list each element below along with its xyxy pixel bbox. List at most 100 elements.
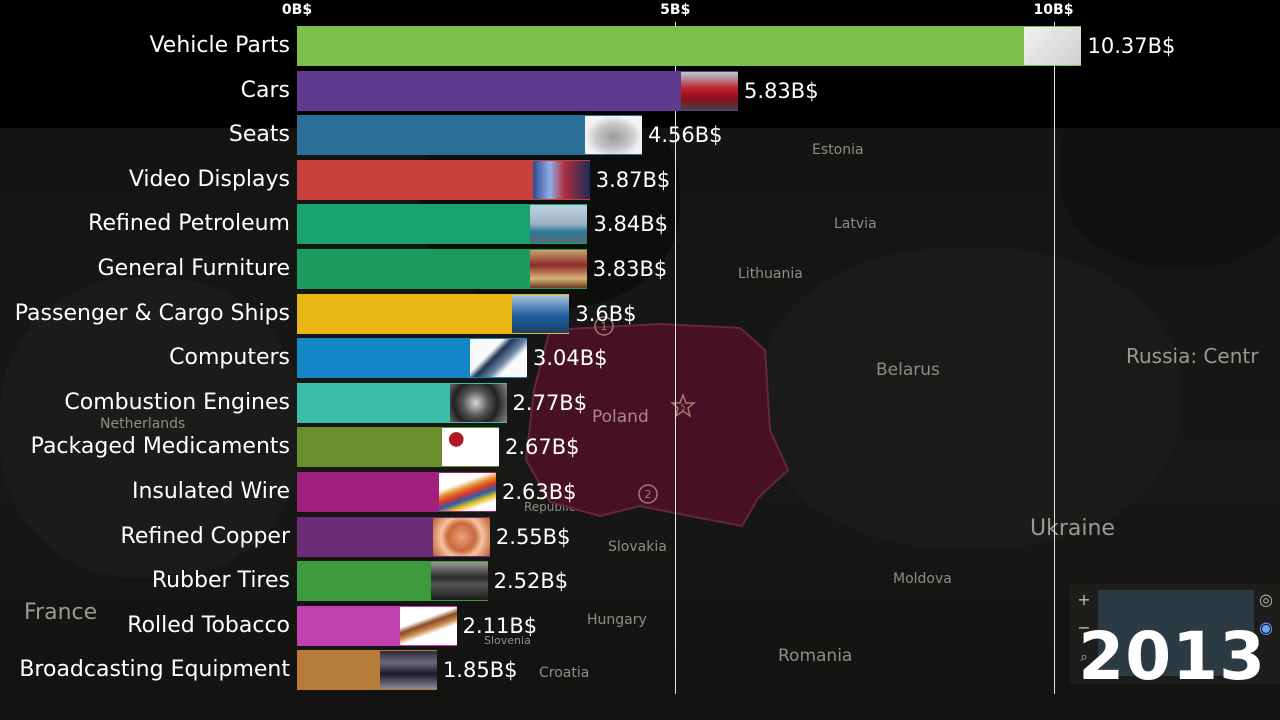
gridline: [1053, 22, 1055, 694]
sea-area: [1060, 128, 1280, 268]
bar-row: Packaged Medicaments 2.67B$: [0, 427, 1280, 468]
map-label-latvia: Latvia: [834, 216, 877, 232]
bar-row: Cars 5.83B$: [0, 70, 1280, 111]
red-car-icon: [681, 71, 739, 110]
laptop-icon: [469, 339, 527, 378]
value-label: 3.6B$: [575, 301, 637, 326]
bar-row: Insulated Wire 2.63B$: [0, 472, 1280, 512]
poland-highlight: [524, 322, 790, 528]
value-label: 1.85B$: [442, 658, 518, 683]
bar-row: Rubber Tires 2.52B$: [0, 561, 1280, 602]
value-label: 2.55B$: [495, 524, 571, 549]
map-label-romania: Romania: [778, 646, 853, 666]
bar-row: Refined Copper 2.55B$: [0, 516, 1280, 557]
map-label-moldova: Moldova: [893, 571, 952, 587]
land-mass: [760, 248, 1180, 548]
bar: [297, 115, 642, 156]
category-label: Refined Petroleum: [88, 211, 290, 237]
ship-icon: [512, 294, 570, 333]
category-label: General Furniture: [97, 256, 290, 281]
x-tick-label: 10B$: [1033, 2, 1074, 18]
svg-text:5: 5: [680, 403, 685, 412]
category-label: Video Displays: [128, 166, 290, 192]
wire-icon: [438, 473, 496, 511]
furniture-icon: [529, 250, 587, 288]
pills-icon: [441, 428, 499, 467]
engine-icon: [449, 383, 507, 422]
map-label-estonia: Estonia: [812, 142, 864, 158]
value-label: 5.83B$: [744, 78, 819, 103]
bar-row: Seats 4.56B$: [0, 115, 1280, 156]
layers-icon[interactable]: ◉: [1259, 618, 1273, 637]
value-label: 2.63B$: [501, 480, 577, 504]
minimap[interactable]: [1098, 590, 1254, 676]
category-label: Passenger & Cargo Ships: [14, 300, 290, 326]
svg-text:1: 1: [601, 320, 608, 333]
category-label: Refined Copper: [120, 523, 290, 549]
map-label-russia: Russia: Centr: [1126, 344, 1259, 368]
magnifier-icon[interactable]: ⌕: [1080, 650, 1088, 665]
map-label-croatia: Croatia: [539, 665, 590, 681]
x-tick-label: 5B$: [660, 2, 691, 18]
gridline: [675, 22, 677, 694]
land-mass: [0, 278, 300, 578]
category-label: Packaged Medicaments: [30, 434, 290, 460]
value-label: 3.87B$: [595, 167, 671, 192]
bar-row: Rolled Tobacco 2.11B$: [0, 605, 1280, 646]
bar-row: Passenger & Cargo Ships 3.6B$: [0, 293, 1280, 334]
bar: [297, 26, 1082, 66]
capital-star-icon: 5: [670, 393, 696, 418]
category-label: Computers: [169, 345, 290, 371]
locate-icon[interactable]: ◎: [1259, 590, 1273, 609]
bar-row: Refined Petroleum 3.84B$: [0, 204, 1280, 245]
category-label: Rubber Tires: [151, 568, 290, 594]
map-label-poland: Poland: [592, 407, 649, 427]
map-label-slovakia: Slovakia: [608, 539, 667, 555]
category-label: Insulated Wire: [131, 479, 290, 504]
map-label-hungary: Hungary: [587, 612, 647, 628]
category-label: Broadcasting Equipment: [19, 657, 290, 683]
map-label-lithuania: Lithuania: [738, 266, 803, 282]
bar-row: Vehicle Parts 10.37B$: [0, 26, 1280, 66]
category-label: Seats: [228, 122, 290, 148]
value-label: 3.84B$: [593, 212, 669, 237]
map-marker-icon: 1: [594, 316, 614, 336]
car-body-diagram-icon: [1024, 27, 1082, 65]
bar-row: Computers 3.04B$: [0, 338, 1280, 379]
map-controls: + − ⌕ ◎ ◉: [1070, 584, 1280, 684]
car-seat-icon: [584, 116, 642, 155]
zoom-in-button[interactable]: +: [1077, 590, 1091, 609]
map-label-belarus: Belarus: [876, 360, 940, 380]
bar-row: General Furniture 3.83B$: [0, 249, 1280, 289]
category-label: Combustion Engines: [64, 389, 290, 415]
category-label: Vehicle Parts: [149, 33, 290, 58]
refinery-icon: [530, 205, 588, 244]
background-map: Estonia Latvia Lithuania Belarus Russia:…: [0, 128, 1280, 720]
year-label: 2013: [1078, 618, 1266, 695]
map-marker-icon: 2: [638, 484, 658, 504]
map-label-ukraine: Ukraine: [1030, 516, 1115, 541]
bar-row: Combustion Engines 2.77B$: [0, 382, 1280, 423]
screens-icon: [532, 160, 590, 199]
value-label: 10.37B$: [1087, 34, 1176, 58]
map-label-netherlands: Netherlands: [100, 416, 186, 432]
map-label-slovenia: Slovenia: [484, 634, 531, 647]
broadcast-rack-icon: [379, 651, 437, 690]
cigar-icon: [399, 606, 457, 645]
value-label: 3.83B$: [592, 257, 668, 281]
category-label: Rolled Tobacco: [127, 612, 290, 638]
x-tick-label: 0B$: [281, 2, 313, 18]
value-label: 4.56B$: [647, 123, 723, 148]
svg-text:2: 2: [645, 488, 652, 501]
zoom-out-button[interactable]: −: [1077, 618, 1091, 637]
category-label: Cars: [240, 77, 290, 103]
value-label: 2.52B$: [493, 569, 569, 594]
map-label-france: France: [24, 600, 98, 625]
value-label: 3.04B$: [532, 346, 608, 371]
bar: [297, 70, 739, 111]
value-label: 2.67B$: [504, 435, 580, 460]
bar-row: Video Displays 3.87B$: [0, 159, 1280, 200]
copper-coil-icon: [432, 517, 490, 556]
